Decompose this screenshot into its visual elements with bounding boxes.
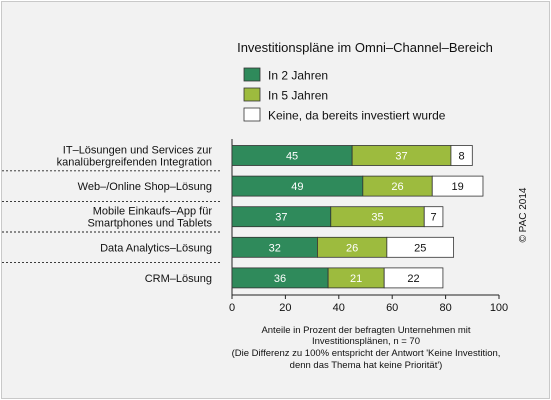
category-label: Data Analytics–Lösung — [100, 242, 212, 254]
category-label: Web–/Online Shop–Lösung — [78, 181, 212, 193]
data-label: 49 — [291, 181, 303, 193]
data-label: 22 — [407, 273, 419, 285]
legend-label: In 2 Jahren — [268, 69, 328, 83]
footnote-line: denn das Thema hat keine Priorität') — [290, 360, 443, 371]
legend-swatch — [243, 87, 261, 102]
data-label: 36 — [274, 273, 286, 285]
data-label: 7 — [431, 212, 437, 224]
data-label: 32 — [269, 242, 281, 254]
x-tick-label: 100 — [490, 302, 508, 314]
footnote-line: Investitionsplänen, n = 70 — [312, 336, 420, 347]
data-label: 26 — [391, 181, 403, 193]
category-label: Smartphones und Tablets — [87, 218, 212, 230]
chart-title: Investitionspläne im Omni–Channel–Bereic… — [237, 40, 493, 55]
copyright-text: © PAC 2014 — [518, 187, 529, 242]
data-label: 25 — [414, 242, 426, 254]
x-tick-label: 20 — [279, 302, 291, 314]
x-tick-label: 60 — [386, 302, 398, 314]
data-label: 26 — [346, 242, 358, 254]
category-label: IT–Lösungen und Services zur — [63, 145, 213, 157]
x-tick-label: 40 — [333, 302, 345, 314]
legend-swatch — [243, 107, 261, 122]
data-label: 8 — [459, 151, 465, 163]
bar-segment — [383, 267, 444, 289]
category-label: Mobile Einkaufs–App für — [93, 206, 213, 218]
x-tick-label: 80 — [439, 302, 451, 314]
bar-segment — [450, 145, 473, 166]
data-label: 21 — [350, 273, 362, 285]
data-label: 37 — [275, 212, 287, 224]
legend-label: Keine, da bereits investiert wurde — [268, 109, 446, 123]
footnote-line: (Die Differenz zu 100% entspricht der An… — [232, 348, 501, 359]
bar-segment — [431, 175, 484, 197]
legend-swatch — [243, 67, 261, 82]
x-tick-label: 0 — [229, 302, 235, 314]
category-label: CRM–Lösung — [145, 273, 212, 285]
data-label: 19 — [451, 181, 463, 193]
bar-segment — [386, 236, 455, 258]
data-label: 35 — [371, 212, 383, 224]
bar-segment — [423, 206, 444, 228]
data-label: 37 — [395, 151, 407, 163]
data-label: 45 — [286, 151, 298, 163]
legend-label: In 5 Jahren — [268, 89, 328, 103]
footnote-line: Anteile in Prozent der befragten Unterne… — [261, 325, 470, 336]
category-label: kanalübergreifenden Integration — [57, 157, 212, 169]
